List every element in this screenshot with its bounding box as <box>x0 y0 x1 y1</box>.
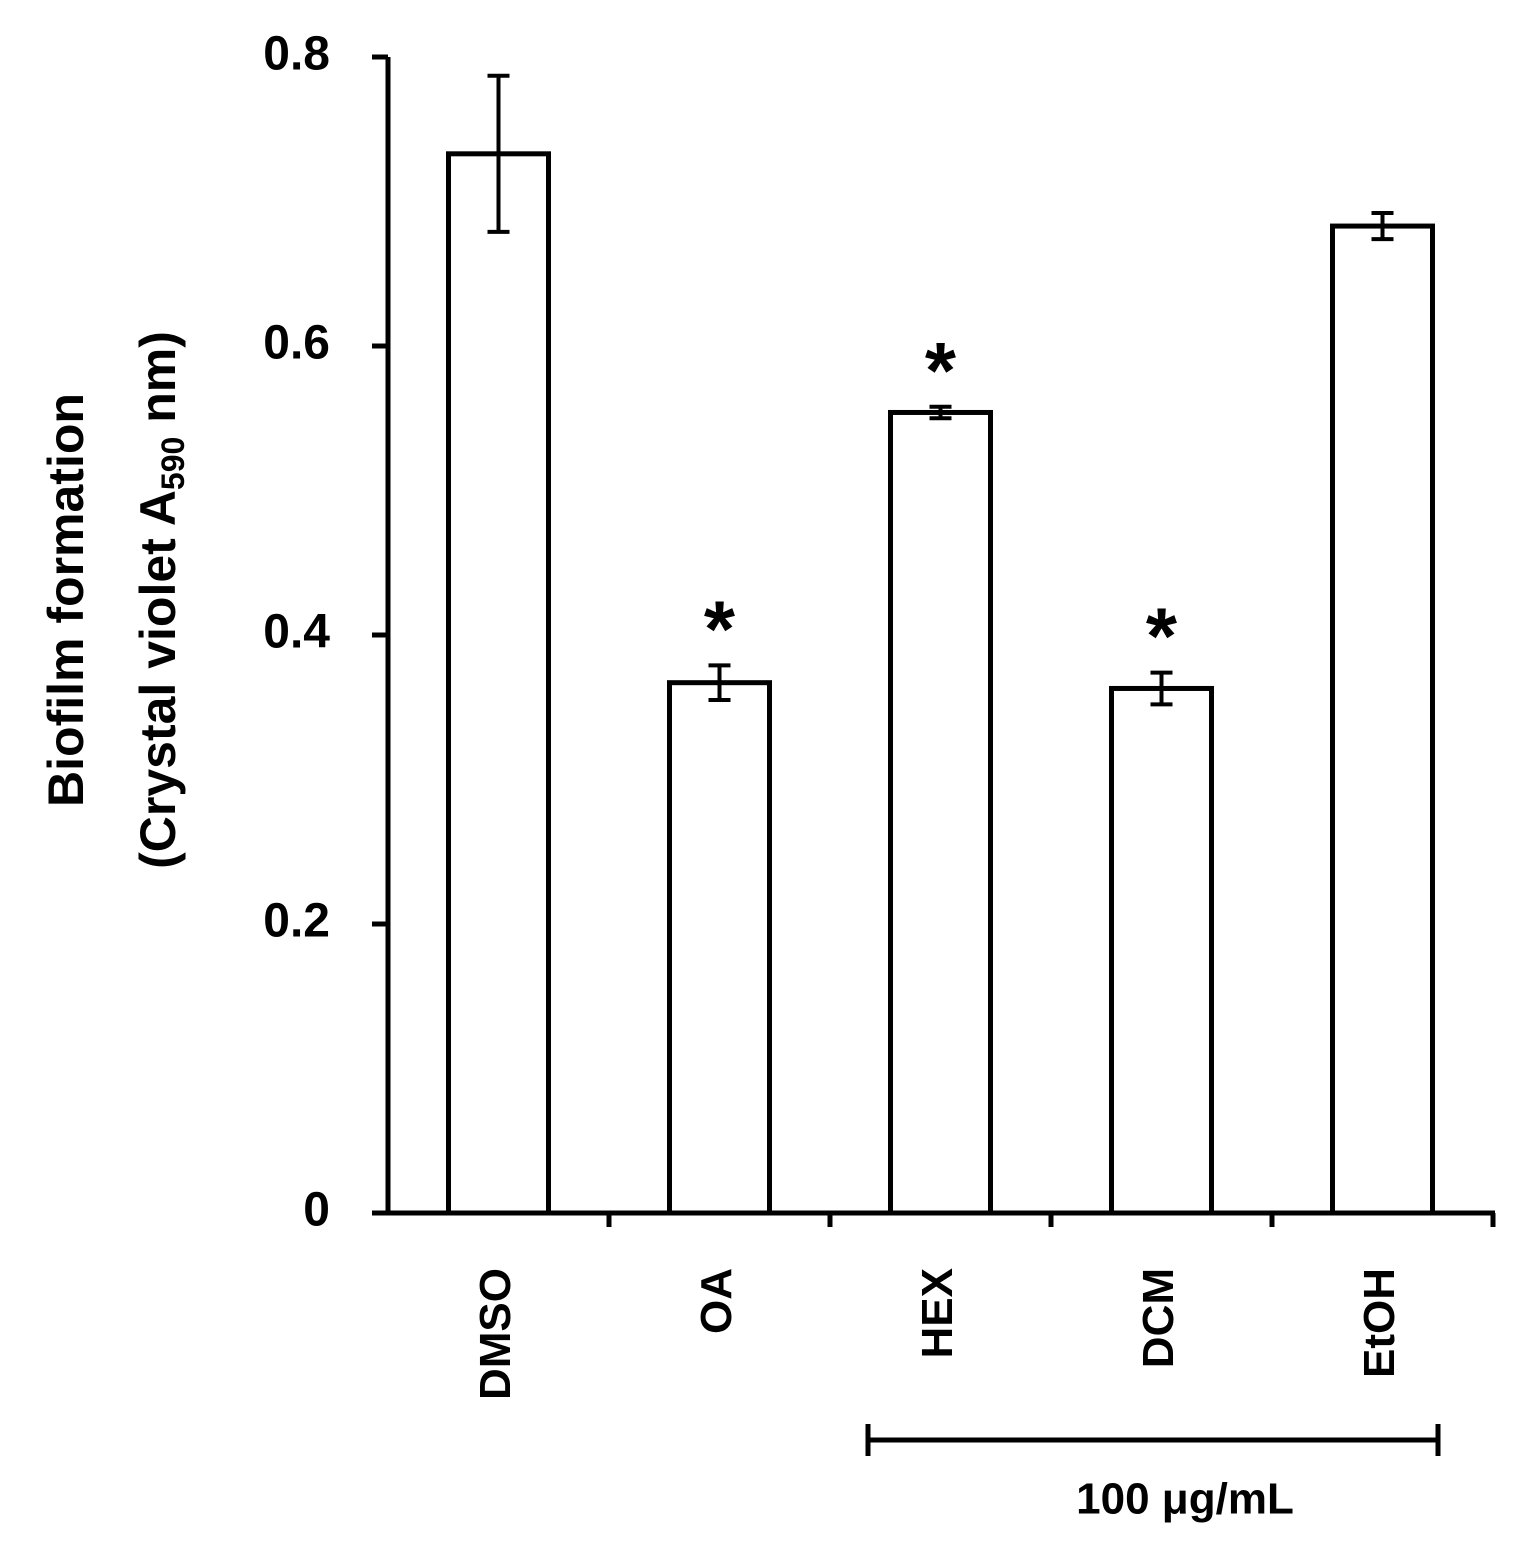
y-tick-label: 0.8 <box>263 28 330 81</box>
significance-marker: * <box>1146 592 1178 681</box>
bar <box>667 680 772 1216</box>
y-tick-label: 0 <box>303 1184 330 1237</box>
y-axis-label-subscript: 590 <box>155 437 191 490</box>
y-tick-label: 0.2 <box>263 895 330 948</box>
x-tick-label: OA <box>692 1268 741 1334</box>
x-tick-label: EtOH <box>1355 1268 1404 1378</box>
y-tick-label: 0.6 <box>263 317 330 370</box>
bar <box>1109 685 1214 1216</box>
significance-marker: * <box>925 326 957 415</box>
y-axis-label: Biofilm formation <box>38 393 94 807</box>
x-tick-label: DMSO <box>471 1268 520 1400</box>
y-axis-label-part: (Crystal violet A <box>130 490 186 869</box>
bracket-label: 100 μg/mL <box>1076 1475 1294 1524</box>
x-tick-label: HEX <box>913 1268 962 1358</box>
x-tick-label: DCM <box>1134 1268 1183 1368</box>
y-tick-label: 0.4 <box>263 606 330 659</box>
bar <box>446 151 551 1216</box>
bar <box>1330 223 1435 1216</box>
y-axis-label-part: nm) <box>130 331 186 437</box>
y-axis-label: (Crystal violet A590 nm) <box>130 331 191 869</box>
significance-marker: * <box>704 584 736 673</box>
bar <box>888 409 993 1216</box>
